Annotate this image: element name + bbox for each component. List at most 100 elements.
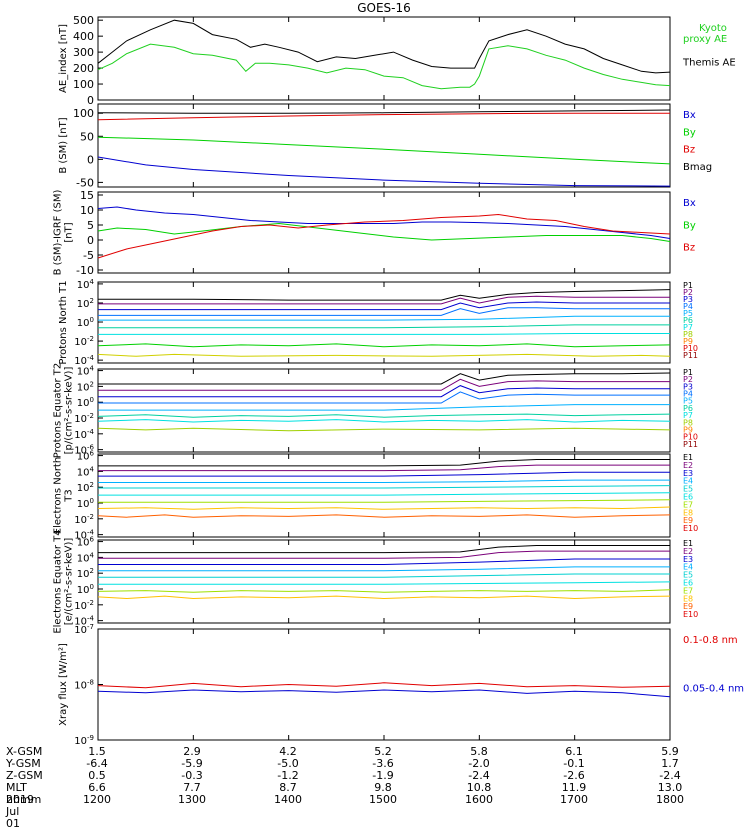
series-line-e7 [98, 499, 671, 503]
panel-frame [97, 281, 671, 364]
y-tick-label: 100 [77, 583, 94, 596]
legend-entry: E2 [683, 547, 693, 556]
series-line-e8 [97, 506, 671, 510]
legend-entry: E10 [683, 524, 698, 533]
y-tick-label: 10-8 [74, 679, 94, 692]
legend-entry: E6 [683, 579, 693, 588]
footer-value: -0.3 [181, 769, 203, 782]
legend-entry: E9 [683, 602, 693, 611]
panel-frame [97, 103, 671, 188]
footer-date: 2019 Jul 01 [6, 793, 34, 830]
legend-entry: P1 [683, 281, 693, 290]
series-line-e6 [98, 492, 671, 496]
legend-entry: Bx [683, 110, 696, 121]
y-tick-label: 102 [77, 297, 94, 310]
y-tick-label: 50 [80, 130, 94, 143]
series-line-by [97, 136, 671, 165]
y-tick-label: 104 [77, 551, 95, 564]
panel-1: 500 400 300 200 100 0 AE_index [nT] Kyoto proxy … [58, 14, 736, 107]
series-line-p5 [98, 404, 670, 411]
legend-entry: E6 [683, 493, 693, 502]
footer-value: 1.5 [88, 745, 106, 758]
footer-value: 1300 [178, 793, 206, 806]
series-line-bz [97, 112, 670, 121]
y-tick-label: 500 [73, 14, 94, 27]
legend-entry: Bmag [683, 162, 712, 173]
panel-2: 100 50 0 -50 B (SM) [nT] Bx By Bz Bmag [58, 103, 712, 189]
y-tick-label: 100 [77, 497, 94, 510]
series-line-p3 [98, 385, 670, 398]
series-line-themis-ae [97, 19, 671, 74]
panel-frame [97, 191, 671, 274]
series-line-e1 [98, 545, 670, 554]
footer-value: 10.8 [466, 781, 492, 794]
footer-value: 1500 [369, 793, 397, 806]
series-line-p2 [98, 378, 670, 391]
series-line-e5 [98, 573, 670, 578]
legend-entry: P6 [683, 404, 693, 413]
series-line-e6 [98, 581, 671, 585]
footer-value: -5.0 [277, 757, 299, 770]
footer-value: 1200 [83, 793, 111, 806]
y-tick-label: 0 [87, 234, 94, 247]
legend-entry: By [683, 127, 696, 138]
footer-column-1600: 5.8 -2.0 -2.4 10.8 1600 [449, 746, 509, 806]
footer-value: 9.8 [374, 781, 392, 794]
footer-value: 6.6 [88, 781, 106, 794]
y-tick-label: 10-4 [74, 529, 94, 542]
series-line-0-1-0-8-nm [97, 682, 671, 689]
legend-entry: P3 [683, 382, 693, 391]
y-axis-label: Electrons Equator T4[e/(cm²-s-sr-keV)] [53, 529, 75, 633]
legend-entry: P5 [683, 309, 693, 318]
legend-entry: P10 [683, 344, 698, 353]
y-axis-label: Protons North T1 [58, 280, 69, 364]
panel-8: 10-7 10-8 10-9 Xray flux [W/m²] 0.1-0.8 nm 0.… [58, 623, 744, 745]
legend-entry: P11 [683, 351, 698, 360]
legend-entry: Bz [683, 145, 695, 156]
y-tick-label: 10-4 [74, 615, 94, 628]
footer-value: 2.9 [183, 745, 201, 758]
series-line-e8 [97, 595, 671, 600]
y-tick-label: 10-6 [74, 444, 94, 457]
legend-entry: P8 [683, 330, 693, 339]
legend-entry: Themis AE [682, 58, 736, 69]
footer-value: -1.2 [277, 769, 299, 782]
legend-entry: E8 [683, 508, 693, 517]
series-line-p4 [98, 307, 670, 316]
y-tick-label: 106 [77, 536, 95, 549]
y-tick-label: 100 [73, 107, 94, 120]
legend-entry: Bz [683, 243, 695, 254]
legend-entry: P8 [683, 418, 693, 427]
y-axis-label: B (SM)-IGRF (SM)[nT] [53, 190, 75, 276]
footer-value: -6.4 [86, 757, 108, 770]
legend-entry: P6 [683, 316, 693, 325]
series-line-p4 [98, 391, 670, 404]
y-tick-label: -5 [83, 249, 94, 262]
footer-value: -2.0 [468, 757, 490, 770]
y-tick-label: -50 [76, 176, 94, 189]
legend-entry: E3 [683, 469, 693, 478]
legend-entry: By [683, 220, 696, 231]
footer-value: 1600 [465, 793, 493, 806]
footer-label-x-gsm: X-GSM [6, 745, 43, 758]
y-tick-label: 100 [77, 316, 94, 329]
y-tick-label: 0 [87, 94, 94, 107]
footer-value: 1700 [560, 793, 588, 806]
series-line-by [97, 222, 671, 242]
legend-entry: P2 [683, 288, 693, 297]
y-tick-label: -10 [76, 264, 94, 277]
y-tick-label: 102 [77, 380, 94, 393]
y-tick-label: 10-2 [74, 513, 94, 526]
footer-value: 5.9 [661, 745, 679, 758]
y-tick-label: 400 [73, 30, 94, 43]
legend-entry: P9 [683, 337, 693, 346]
y-tick-label: 104 [77, 365, 95, 378]
y-tick-label: 106 [77, 450, 95, 463]
series-line-bmag [97, 109, 671, 114]
legend-entry: E8 [683, 594, 693, 603]
legend-entry: P1 [683, 368, 693, 377]
legend-entry: P7 [683, 323, 693, 332]
legend-entry: P11 [683, 440, 698, 449]
series-line-e2 [98, 550, 670, 559]
